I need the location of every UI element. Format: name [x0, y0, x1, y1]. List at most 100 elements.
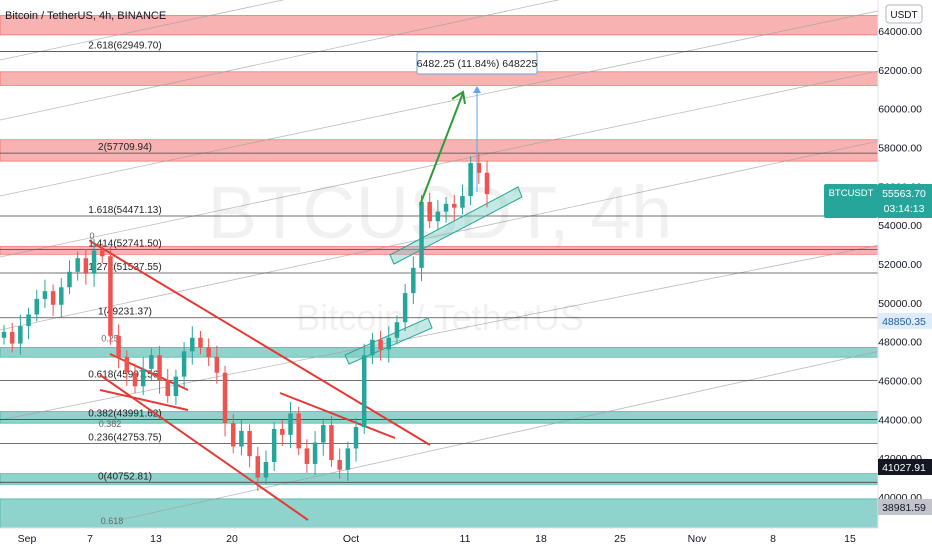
candle-body — [370, 339, 375, 356]
time-ticks: Sep 7 13 20 Oct 11 18 25 Nov 8 15 — [18, 533, 856, 545]
candle-body — [386, 337, 392, 350]
time-tick: 11 — [460, 533, 471, 545]
price-axis[interactable]: USDT 64000.0062000.0060000.0058000.00560… — [877, 0, 932, 528]
candle-body — [312, 442, 318, 464]
projection-arrow[interactable] — [419, 90, 466, 206]
candles-layer — [1, 153, 490, 491]
candle-body — [484, 172, 490, 195]
time-tick: 25 — [614, 533, 626, 545]
time-tick: Oct — [343, 533, 359, 545]
candle-body — [402, 293, 408, 323]
price-tick: 62000.00 — [878, 65, 922, 77]
watermark-name: Bitcoin / TetherUS — [296, 297, 583, 338]
price-tick: 50000.00 — [878, 298, 922, 310]
channel-lines — [0, 0, 931, 521]
candle-body — [149, 355, 154, 369]
last-price-badge: BTCUSDT 55563.70 03:14:13 — [824, 184, 932, 218]
candle-body — [476, 163, 482, 173]
candle-body — [18, 326, 23, 344]
candle-body — [361, 355, 367, 428]
candle-body — [329, 425, 334, 461]
level-badge-a: 48850.35 — [878, 313, 932, 329]
time-tick: Nov — [688, 533, 707, 545]
time-axis[interactable]: Sep 7 13 20 Oct 11 18 25 Nov 8 15 — [0, 527, 878, 550]
price-range-measure[interactable]: 6482.25 (11.84%) 648225 — [416, 51, 538, 192]
fib-label: 1.618(54471.13) — [88, 205, 161, 216]
candle-body — [214, 357, 220, 373]
candle-body — [140, 368, 146, 387]
candle-body — [304, 448, 310, 464]
candle-body — [181, 351, 187, 377]
symbol-header: Bitcoin / TetherUS, 4h, BINANCE — [5, 10, 166, 22]
candle-body — [435, 211, 441, 222]
candle-body — [83, 258, 89, 274]
last-price: 55563.70 — [882, 188, 926, 200]
candle-body — [26, 314, 31, 327]
candle-body — [108, 256, 113, 336]
support-zone[interactable] — [0, 498, 879, 529]
candle-body — [280, 429, 285, 435]
candle-body — [296, 413, 301, 449]
time-tick: 20 — [226, 533, 238, 545]
candle-body — [9, 331, 15, 344]
price-tick: 44000.00 — [878, 414, 922, 426]
candle-body — [34, 298, 39, 315]
candle-body — [419, 201, 424, 268]
measure-label: 6482.25 (11.84%) 648225 — [417, 58, 538, 70]
candle-body — [1, 331, 7, 338]
candle-body — [132, 372, 138, 387]
price-tick: 52000.00 — [878, 259, 922, 271]
candle-body — [190, 337, 195, 352]
candle-body — [42, 291, 48, 299]
fib-label: 0(40752.81) — [98, 471, 152, 482]
candle-body — [468, 163, 473, 197]
fib-label: 2.618(62949.70) — [88, 40, 161, 51]
candle-body — [394, 322, 400, 338]
fib-minor-label: 0 — [89, 231, 94, 241]
candle-body — [443, 203, 449, 212]
candle-body — [263, 462, 269, 478]
candle-body — [59, 287, 64, 305]
candle-body — [239, 430, 244, 447]
candle-body — [411, 267, 416, 294]
price-tick: 54000.00 — [878, 220, 922, 232]
time-tick: 7 — [87, 533, 93, 545]
candle-body — [271, 429, 277, 462]
candle-body — [337, 460, 342, 470]
fib-label: 1(49231.37) — [98, 307, 152, 318]
candle-body — [91, 250, 97, 274]
candle-body — [345, 448, 351, 470]
fib-minor-label: 0.618 — [101, 516, 124, 526]
time-tick: 13 — [150, 533, 162, 545]
price-tick: 46000.00 — [878, 375, 922, 387]
price-tick: 58000.00 — [878, 143, 922, 155]
zones-layer — [0, 15, 879, 529]
candle-body — [222, 372, 228, 424]
candle-body — [50, 291, 56, 305]
level-b-value: 41027.91 — [882, 462, 926, 474]
candle-body — [198, 337, 203, 348]
candle-body — [99, 250, 105, 257]
support-zone[interactable] — [0, 347, 879, 358]
candle-body — [67, 271, 72, 288]
candle-body — [206, 347, 211, 358]
candle-body — [255, 456, 261, 478]
fib-label: 0.382(43991.62) — [88, 408, 161, 419]
candle-body — [427, 201, 432, 222]
candle-body — [452, 203, 457, 208]
candle-body — [116, 335, 121, 358]
fib-label: 2(57709.94) — [98, 142, 152, 153]
candle-body — [378, 339, 383, 350]
candle-body — [353, 427, 359, 449]
candle-body — [157, 355, 162, 381]
price-tick: 60000.00 — [878, 104, 922, 116]
candle-body — [75, 258, 80, 272]
fib-minor-label: 0.382 — [99, 419, 122, 429]
candle-body — [124, 357, 130, 373]
candle-body — [165, 380, 170, 396]
price-tick: 64000.00 — [878, 26, 922, 38]
level-badge-b: 41027.91 — [878, 459, 932, 475]
time-tick: 18 — [535, 533, 547, 545]
